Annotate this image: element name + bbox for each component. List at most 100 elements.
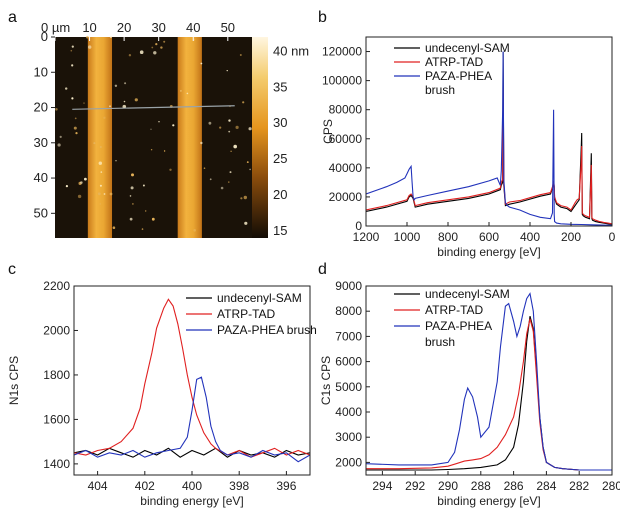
x-tick-label: 400 <box>182 479 202 493</box>
legend-label: brush <box>425 83 455 97</box>
panel-letter-b: b <box>318 9 327 26</box>
afm-particle <box>249 168 251 171</box>
x-tick-label: 404 <box>88 479 108 493</box>
afm-particle <box>74 117 77 120</box>
afm-particle <box>129 217 133 221</box>
afm-particle <box>229 171 232 174</box>
afm-particle <box>97 192 101 196</box>
legend-label: undecenyl-SAM <box>425 41 510 55</box>
y-tick-label: 80000 <box>329 103 363 117</box>
panel-letter-a: a <box>8 9 17 26</box>
afm-particle <box>239 54 242 56</box>
x-tick-label: 1000 <box>394 230 421 244</box>
series-line-atrp-tad <box>366 318 612 471</box>
afm-particle <box>103 193 106 195</box>
afm-particle <box>228 130 231 133</box>
afm-x-tick-label: 50 <box>221 20 235 35</box>
afm-particle <box>209 178 212 181</box>
y-axis-label: N1s CPS <box>7 356 21 405</box>
afm-particle <box>77 194 82 199</box>
afm-particle <box>99 203 102 205</box>
series-line-atrp-tad <box>74 298 310 458</box>
afm-particle <box>128 54 132 57</box>
panel-a: a 0 µm 10 20 30 40 50 0 10 20 30 40 50 40 nm 35 30 25… <box>8 9 309 238</box>
x-tick-label: 600 <box>479 230 499 244</box>
afm-particle <box>220 186 224 190</box>
y-tick-label: 2200 <box>43 279 70 293</box>
afm-particle <box>155 43 158 46</box>
colorbar-tick-label: 25 <box>273 151 287 166</box>
y-axis-label: CPS <box>321 119 335 144</box>
afm-particle <box>219 126 222 129</box>
afm-particle <box>244 221 248 225</box>
panel-c: c 404 402 400 398 396 1400 1600 1800 2000 2200 bin… <box>7 261 317 508</box>
afm-particle <box>200 62 203 65</box>
x-axis-label: binding energy [eV] <box>437 494 540 508</box>
x-tick-label: 282 <box>569 479 589 493</box>
x-tick-label: 402 <box>135 479 155 493</box>
plot-frame <box>365 36 613 227</box>
afm-particle <box>151 217 155 221</box>
y-axis-label: C1s CPS <box>319 356 333 405</box>
legend-label: ATRP-TAD <box>217 307 276 321</box>
x-tick-label: 200 <box>561 230 581 244</box>
afm-particle <box>235 125 239 129</box>
series-line-paza-phea <box>366 51 612 226</box>
y-tick-label: 40000 <box>329 161 363 175</box>
afm-particle <box>139 50 144 54</box>
afm-particle <box>109 105 111 108</box>
afm-particle <box>80 181 83 184</box>
x-tick-label: 398 <box>229 479 249 493</box>
x-tick-label: 286 <box>504 479 524 493</box>
afm-particle <box>242 101 245 104</box>
x-axis-label: binding energy [eV] <box>437 245 540 259</box>
afm-particle <box>130 186 134 190</box>
legend-label: PAZA-PHEA brush <box>217 323 317 337</box>
y-tick-label: 2000 <box>43 323 70 337</box>
afm-particle <box>141 228 144 230</box>
y-tick-label: 120000 <box>322 45 362 59</box>
afm-particle <box>114 84 118 88</box>
afm-particle <box>65 185 68 188</box>
line-profile <box>72 105 235 110</box>
y-tick-label: 4000 <box>335 405 362 419</box>
x-tick-label: 0 <box>609 230 616 244</box>
afm-particle <box>65 87 68 90</box>
series-line-undecenyl-sam <box>74 447 310 458</box>
y-tick-label: 7000 <box>335 329 362 343</box>
afm-particle <box>73 126 77 130</box>
afm-particle <box>84 177 87 181</box>
afm-particle <box>246 161 249 164</box>
y-tick-label: 2000 <box>335 455 362 469</box>
afm-particle <box>145 210 147 212</box>
legend-label: PAZA-PHEA <box>425 319 492 333</box>
afm-particle <box>86 35 89 39</box>
y-tick-label: 5000 <box>335 380 362 394</box>
x-tick-label: 280 <box>602 479 620 493</box>
afm-y-tick-label: 30 <box>34 135 48 150</box>
x-tick-label: 284 <box>536 479 556 493</box>
y-tick-label: 1600 <box>43 412 70 426</box>
x-tick-label: 1200 <box>353 230 380 244</box>
afm-particle <box>228 119 231 122</box>
afm-particle <box>99 184 102 187</box>
afm-particle <box>248 127 252 131</box>
colorbar-tick-label: 35 <box>273 79 287 94</box>
y-tick-label: 6000 <box>335 355 362 369</box>
legend: undecenyl-SAM ATRP-TAD PAZA-PHEA brush <box>394 287 510 349</box>
y-tick-label: 9000 <box>335 279 362 293</box>
y-tick-label: 60000 <box>329 132 363 146</box>
afm-x-tick-label: 40 <box>186 20 200 35</box>
legend-label: undecenyl-SAM <box>425 287 510 301</box>
colorbar <box>252 37 268 238</box>
x-tick-label: 400 <box>520 230 540 244</box>
afm-x-tick-label: 20 <box>117 20 131 35</box>
x-tick-label: 294 <box>372 479 392 493</box>
afm-particle <box>71 64 74 67</box>
x-tick-label: 396 <box>276 479 296 493</box>
afm-particle <box>172 124 175 127</box>
afm-particle <box>99 146 102 148</box>
x-tick-label: 288 <box>471 479 491 493</box>
y-tick-label: 0 <box>355 219 362 233</box>
afm-particle <box>129 195 132 197</box>
